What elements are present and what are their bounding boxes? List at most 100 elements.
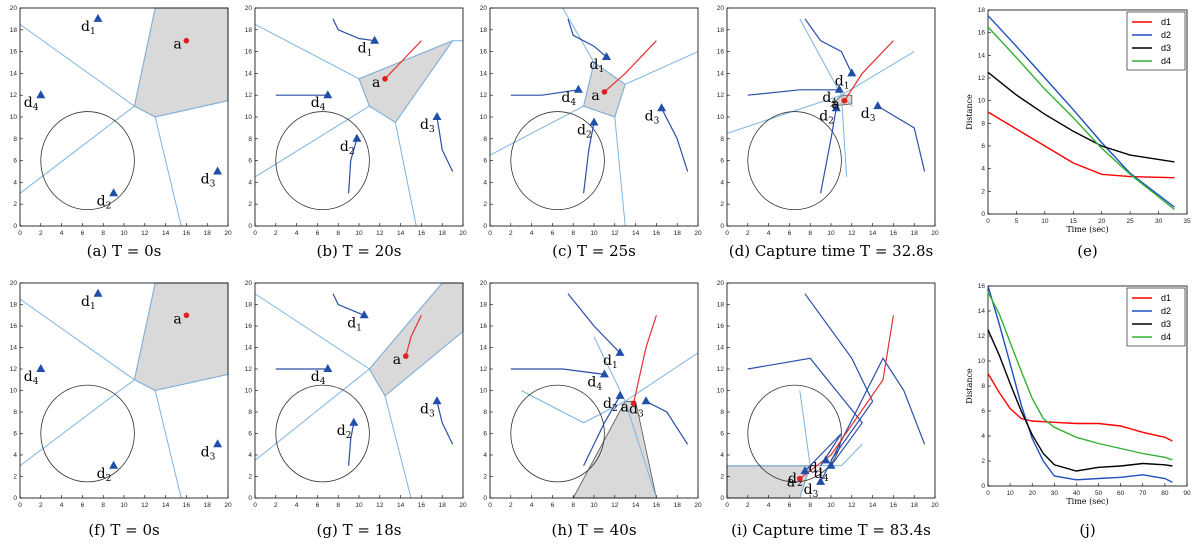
pursuer-trajectory bbox=[804, 433, 842, 472]
voronoi-edge bbox=[133, 7, 156, 107]
pursuer-marker bbox=[370, 35, 380, 44]
y-tick-label: 2 bbox=[483, 201, 487, 208]
legend-label-d4: d4 bbox=[1161, 332, 1171, 342]
obstacle-circle bbox=[510, 111, 605, 211]
pursuer-trajectory bbox=[645, 400, 689, 445]
y-tick-label: 14 bbox=[480, 345, 488, 352]
legend-label-d3: d3 bbox=[1161, 43, 1171, 53]
obstacle-circle bbox=[747, 111, 842, 211]
evader-label: a bbox=[393, 352, 401, 368]
x-tick-label: 12 bbox=[141, 230, 149, 237]
voronoi-edge bbox=[369, 282, 443, 370]
panel-f: (f) T = 0s 00 2 2 4 4 6 6 8 8 10 10 12 12 14 14 16 16 18 18… bbox=[10, 280, 232, 539]
y-tick-label: 14 bbox=[245, 345, 253, 352]
x-tick-label: 18 bbox=[674, 502, 682, 509]
panel-caption: (h) T = 40s bbox=[551, 521, 636, 539]
voronoi-edge bbox=[254, 23, 360, 80]
x-tick-label: 4 bbox=[295, 502, 299, 509]
x-tick-label: 0 bbox=[725, 502, 729, 509]
y-tick-label: 16 bbox=[480, 323, 488, 330]
pursuer-trajectory bbox=[747, 357, 863, 467]
pursuer-marker bbox=[821, 455, 831, 464]
pursuer-trajectory bbox=[820, 108, 837, 194]
panel-caption: (d) Capture time T = 32.8s bbox=[729, 242, 934, 260]
evader-label: a bbox=[173, 37, 181, 53]
x-tick-label: 6 bbox=[551, 502, 555, 509]
pursuer-marker bbox=[834, 84, 844, 93]
series-line-d2 bbox=[987, 285, 1173, 483]
panel-caption: (g) T = 18s bbox=[317, 521, 402, 539]
voronoi-edge bbox=[583, 105, 615, 118]
evader-marker bbox=[630, 400, 637, 407]
voronoi-edge bbox=[841, 51, 915, 96]
x-tick-label: 6 bbox=[316, 230, 320, 237]
y-tick-label: 2 bbox=[13, 474, 17, 481]
x-tick-label: 10 bbox=[355, 502, 363, 509]
x-tick-label: 4 bbox=[530, 502, 534, 509]
voronoi-edge bbox=[369, 105, 396, 123]
x-tick-label: 18 bbox=[204, 230, 212, 237]
x-tick-label: 14 bbox=[632, 230, 640, 237]
y-tick-label: 2 bbox=[720, 201, 724, 208]
x-tick-label: 16 bbox=[418, 230, 426, 237]
evader-trajectory bbox=[843, 40, 894, 102]
x-tick-label: 18 bbox=[911, 502, 919, 509]
y-tick-label: 0 bbox=[248, 495, 252, 502]
evader-voronoi-cell bbox=[133, 282, 229, 391]
evader-trajectory bbox=[604, 40, 657, 93]
y-axis-label: Distance bbox=[965, 368, 974, 404]
y-tick-label: 6 bbox=[720, 158, 724, 165]
y-tick-label: 20 bbox=[245, 280, 253, 287]
pursuer-trajectory bbox=[567, 18, 607, 58]
x-tick-label: 40 bbox=[1073, 490, 1081, 497]
x-tick-label: 8 bbox=[101, 502, 105, 509]
y-tick-label: 8 bbox=[981, 383, 985, 390]
y-tick-label: 18 bbox=[717, 302, 725, 309]
pursuer-marker bbox=[213, 166, 223, 175]
voronoi-edge bbox=[19, 379, 135, 467]
x-tick-label: 18 bbox=[911, 230, 919, 237]
x-tick-label: 14 bbox=[869, 230, 877, 237]
voronoi-edge bbox=[254, 293, 370, 370]
pursuer-marker bbox=[800, 466, 810, 475]
pursuer-trajectory bbox=[804, 293, 874, 461]
pursuer-trajectory bbox=[332, 18, 375, 42]
pursuer-marker bbox=[847, 68, 857, 77]
y-tick-label: 12 bbox=[245, 92, 253, 99]
pursuer-trajectory bbox=[567, 293, 621, 354]
panel-d: (d) Capture time T = 32.8s00224466881010… bbox=[717, 5, 939, 260]
y-tick-label: 18 bbox=[245, 27, 253, 34]
y-tick-label: 8 bbox=[720, 136, 724, 143]
y-tick-label: 10 bbox=[480, 114, 488, 121]
panel-j: (j) 0 10 20 30 40 50 60 70 80 90 0 2 4 6 8 10 12 14 16 Time … bbox=[965, 283, 1191, 539]
panel-caption: (b) T = 20s bbox=[317, 242, 402, 260]
x-axis-label: Time (sec) bbox=[1066, 497, 1108, 506]
plot-frame bbox=[489, 7, 699, 227]
x-tick-label: 60 bbox=[1117, 490, 1125, 497]
y-tick-label: 16 bbox=[978, 283, 986, 290]
x-tick-label: 14 bbox=[397, 502, 405, 509]
voronoi-edge bbox=[19, 105, 135, 194]
evader-voronoi-cell bbox=[133, 7, 229, 118]
pursuer-label: d1 bbox=[347, 315, 362, 333]
pursuer-marker bbox=[831, 103, 841, 112]
x-tick-label: 2 bbox=[274, 502, 278, 509]
evader-trajectory bbox=[384, 40, 422, 80]
y-tick-label: 0 bbox=[13, 495, 17, 502]
pursuer-trajectory bbox=[583, 395, 621, 467]
pursuer-marker bbox=[93, 13, 103, 22]
pursuer-marker bbox=[352, 133, 362, 142]
x-tick-label: 2 bbox=[274, 230, 278, 237]
x-tick-label: 16 bbox=[653, 230, 661, 237]
y-tick-label: 6 bbox=[483, 431, 487, 438]
obstacle-circle bbox=[275, 111, 370, 211]
y-tick-label: 16 bbox=[717, 49, 725, 56]
evader-marker bbox=[183, 312, 190, 319]
pursuer-label: d1 bbox=[603, 353, 618, 371]
x-tick-label: 0 bbox=[253, 502, 257, 509]
x-tick-label: 2 bbox=[39, 502, 43, 509]
pursuer-label: d2 bbox=[603, 396, 618, 414]
pursuer-label: d1 bbox=[358, 41, 373, 59]
x-tick-label: 0 bbox=[253, 230, 257, 237]
y-tick-label: 18 bbox=[717, 27, 725, 34]
